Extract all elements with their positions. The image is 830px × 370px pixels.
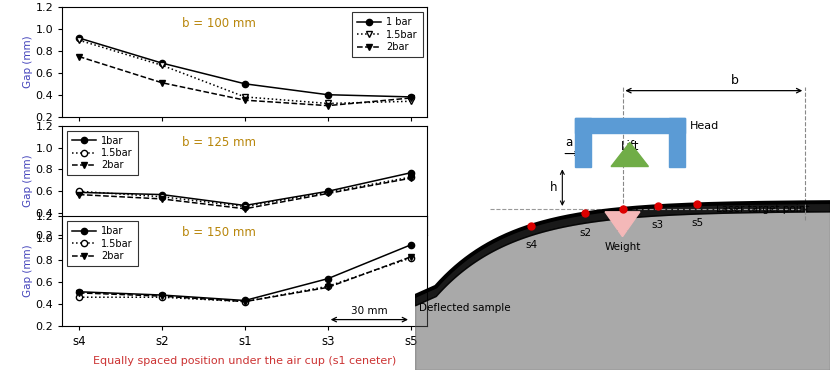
Polygon shape	[605, 212, 640, 236]
Text: Head: Head	[690, 121, 719, 131]
Y-axis label: Gap (mm): Gap (mm)	[22, 154, 32, 207]
Bar	[669, 118, 685, 166]
Text: b: b	[730, 74, 739, 87]
Text: Laser target point: Laser target point	[715, 204, 809, 214]
Legend: 1bar, 1.5bar, 2bar: 1bar, 1.5bar, 2bar	[67, 131, 138, 175]
Text: h: h	[549, 181, 558, 194]
Legend: 1 bar, 1.5bar, 2bar: 1 bar, 1.5bar, 2bar	[352, 12, 422, 57]
Bar	[574, 118, 591, 166]
Text: s3: s3	[652, 220, 664, 230]
Legend: 1bar, 1.5bar, 2bar: 1bar, 1.5bar, 2bar	[67, 221, 138, 266]
Text: s5: s5	[691, 218, 703, 228]
Text: s4: s4	[525, 240, 537, 250]
Text: Deflected sample: Deflected sample	[419, 303, 510, 313]
Text: Lift: Lift	[621, 139, 639, 153]
Text: a: a	[565, 136, 572, 149]
Y-axis label: Gap (mm): Gap (mm)	[22, 36, 32, 88]
Text: Equally spaced position under the air cup (s1 ceneter): Equally spaced position under the air cu…	[93, 356, 397, 366]
Text: s2: s2	[579, 228, 591, 238]
Y-axis label: Gap (mm): Gap (mm)	[22, 245, 32, 297]
Bar	[574, 118, 685, 133]
Text: b = 125 mm: b = 125 mm	[183, 136, 256, 149]
Text: b = 100 mm: b = 100 mm	[183, 17, 256, 30]
Text: 30 mm: 30 mm	[351, 306, 388, 316]
Text: s1: s1	[617, 223, 628, 233]
Polygon shape	[611, 142, 648, 167]
Text: b = 150 mm: b = 150 mm	[183, 226, 256, 239]
Text: Weight: Weight	[604, 242, 641, 252]
